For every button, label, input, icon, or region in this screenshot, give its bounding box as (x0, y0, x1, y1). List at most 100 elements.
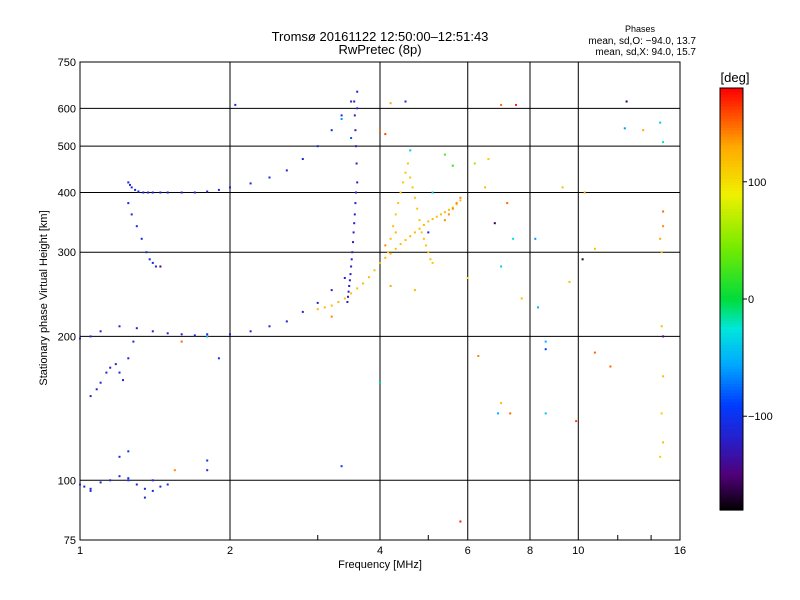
colorbar-segment (720, 271, 743, 276)
data-point (389, 252, 392, 255)
colorbar-segment (720, 220, 743, 225)
y-tick-label: 200 (58, 331, 76, 343)
data-point (422, 237, 425, 240)
colorbar-segment (720, 163, 743, 167)
data-point (662, 225, 665, 228)
colorbar-segment (720, 253, 743, 258)
data-point (404, 171, 407, 174)
data-point (356, 181, 359, 184)
data-point (384, 133, 387, 136)
x-tick-label: 2 (227, 545, 233, 557)
data-point (416, 207, 419, 210)
data-point (367, 276, 370, 279)
colorbar-segment (720, 398, 743, 403)
data-point (575, 420, 578, 423)
colorbar-segment (720, 503, 743, 508)
data-point (544, 340, 547, 343)
x-tick-label: 4 (377, 545, 383, 557)
colorbar-tick-label: 0 (748, 294, 754, 306)
data-point (593, 247, 596, 250)
data-point (151, 330, 154, 333)
data-point (443, 153, 446, 156)
data-point (135, 225, 138, 228)
data-point (127, 479, 130, 482)
data-point (234, 103, 237, 106)
colorbar-segment (720, 148, 743, 152)
data-point (166, 191, 169, 194)
chart-subtitle: RwPretec (8p) (338, 42, 421, 57)
data-point (340, 465, 343, 468)
data-point (427, 231, 430, 234)
colorbar-segment (720, 356, 743, 360)
colorbar-segment (720, 214, 743, 219)
data-point (79, 337, 81, 340)
colorbar-segment (720, 88, 743, 92)
data-point (609, 365, 612, 368)
colorbar-segment (720, 100, 743, 104)
data-point (659, 237, 662, 240)
phases-heading: Phases (625, 24, 656, 34)
data-point (500, 402, 503, 405)
data-point (151, 191, 154, 194)
data-point (348, 279, 351, 282)
data-point (484, 186, 487, 189)
data-point (159, 265, 162, 268)
data-point (404, 239, 407, 242)
colorbar-segment (720, 211, 743, 216)
data-point (355, 145, 357, 148)
data-point (285, 169, 288, 172)
data-point (413, 196, 416, 199)
colorbar-segment (720, 274, 743, 279)
data-point (422, 224, 425, 226)
data-point (330, 289, 333, 292)
colorbar-segment (720, 205, 743, 210)
colorbar-segment (720, 308, 743, 312)
data-point (249, 182, 252, 185)
colorbar-segment (720, 497, 743, 502)
x-axis: 1 2 4 6 8 10 16 (77, 535, 686, 557)
data-point (135, 483, 138, 486)
data-point (145, 251, 148, 254)
data-point (568, 280, 571, 283)
colorbar-segment (720, 91, 743, 95)
data-point (352, 231, 355, 234)
data-point (466, 277, 469, 279)
data-point (625, 100, 628, 103)
colorbar-segment (720, 473, 743, 478)
colorbar-segment (720, 317, 743, 321)
colorbar-segment (720, 217, 743, 222)
colorbar-segment (720, 112, 743, 116)
data-point (399, 191, 402, 194)
data-point (109, 479, 112, 482)
colorbar-segment (720, 392, 743, 397)
data-point (509, 412, 512, 415)
colorbar-segment (720, 115, 743, 119)
colorbar-segment (720, 265, 743, 270)
data-point (662, 441, 665, 444)
colorbar-segment (720, 256, 743, 261)
colorbar-segment (720, 97, 743, 101)
data-point (180, 333, 183, 336)
data-point (159, 485, 162, 488)
data-point (404, 100, 407, 103)
data-point (394, 231, 397, 234)
data-point (373, 269, 376, 272)
data-point (537, 306, 539, 309)
colorbar-segment (720, 277, 743, 282)
colorbar-segment (720, 202, 743, 207)
colorbar-segment (720, 289, 743, 294)
colorbar-segment (720, 431, 743, 436)
colorbar-segment (720, 268, 743, 273)
phases-mean-o: mean, sd,O: −94.0, 13.7 (588, 36, 696, 47)
colorbar-segment (720, 305, 743, 309)
data-point (660, 251, 663, 254)
data-point (411, 186, 414, 189)
data-point (399, 243, 402, 246)
data-point (427, 220, 430, 223)
colorbar-segment (720, 259, 743, 264)
colorbar-segment (720, 323, 743, 327)
colorbar-segment (720, 461, 743, 466)
data-point (349, 273, 352, 276)
data-point (285, 320, 288, 323)
data-point (330, 129, 333, 132)
